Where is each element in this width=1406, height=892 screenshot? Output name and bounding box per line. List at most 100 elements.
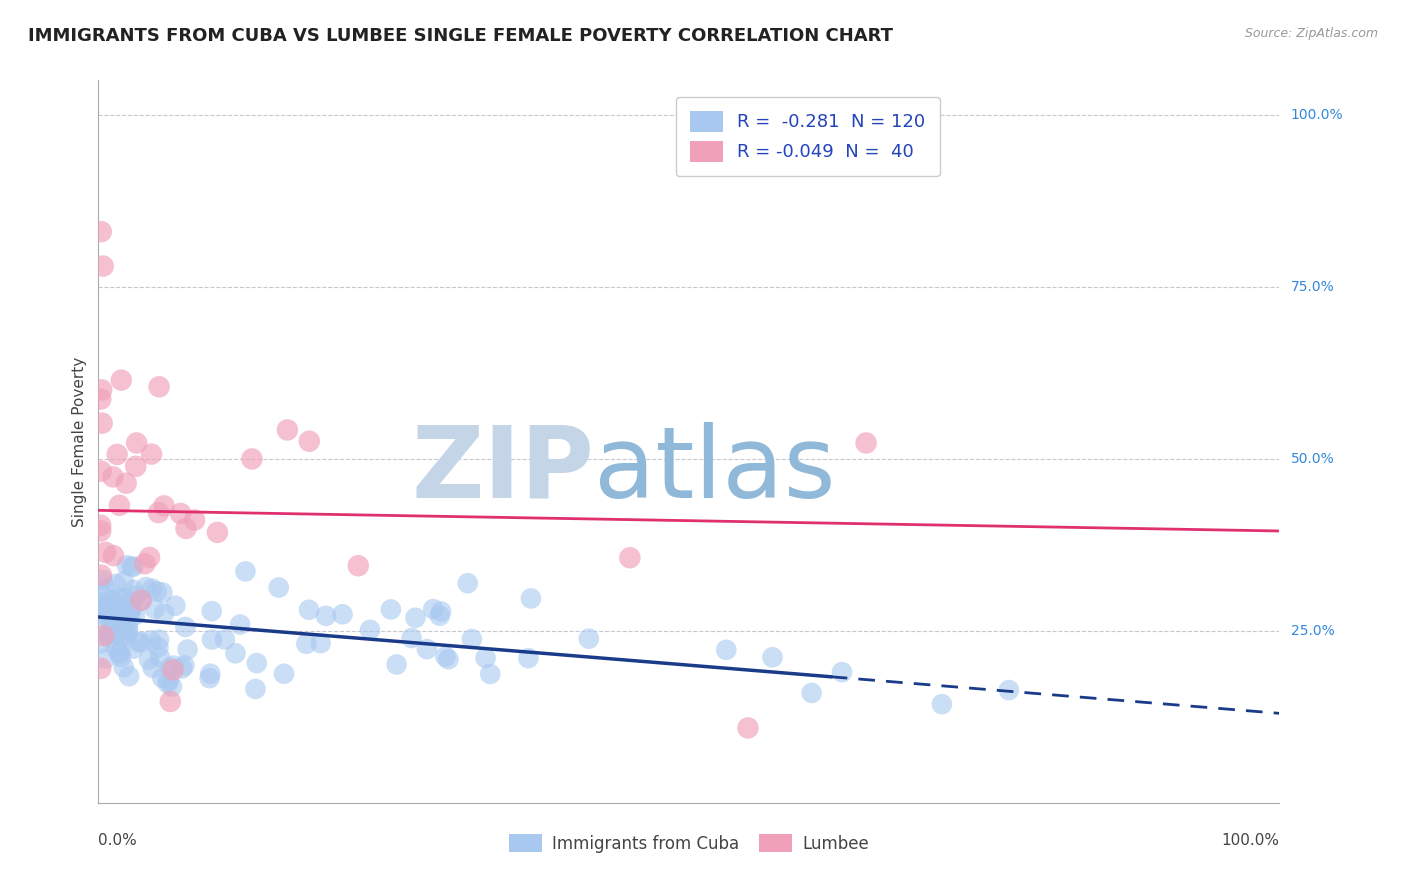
Point <box>207 525 229 540</box>
Point <box>174 521 197 535</box>
Point <box>273 666 295 681</box>
Point <box>437 652 460 666</box>
Point <box>430 604 453 618</box>
Text: 75.0%: 75.0% <box>1291 280 1334 293</box>
Text: IMMIGRANTS FROM CUBA VS LUMBEE SINGLE FEMALE POVERTY CORRELATION CHART: IMMIGRANTS FROM CUBA VS LUMBEE SINGLE FE… <box>28 27 893 45</box>
Point <box>998 683 1021 698</box>
Point <box>120 603 142 617</box>
Point <box>118 669 141 683</box>
Point <box>159 660 181 674</box>
Point <box>110 373 132 387</box>
Point <box>91 573 114 587</box>
Point <box>112 618 135 632</box>
Point <box>517 651 540 665</box>
Point <box>103 620 125 634</box>
Point <box>107 591 129 605</box>
Point <box>461 632 484 646</box>
Point <box>91 598 114 612</box>
Point <box>120 559 142 574</box>
Point <box>831 665 853 680</box>
Point <box>118 595 141 609</box>
Text: 100.0%: 100.0% <box>1222 833 1279 848</box>
Text: 100.0%: 100.0% <box>1291 108 1343 121</box>
Point <box>159 694 181 708</box>
Point <box>401 631 423 645</box>
Point <box>142 661 165 675</box>
Point <box>170 661 193 675</box>
Point <box>169 507 191 521</box>
Point <box>165 599 187 613</box>
Point <box>141 447 163 461</box>
Point <box>359 623 381 637</box>
Point <box>716 643 738 657</box>
Point <box>422 602 444 616</box>
Point <box>240 452 263 467</box>
Point <box>134 557 156 571</box>
Point <box>200 666 222 681</box>
Point <box>98 631 121 645</box>
Point <box>141 582 163 596</box>
Point <box>101 470 124 484</box>
Point <box>104 640 127 655</box>
Point <box>429 608 451 623</box>
Point <box>115 608 138 623</box>
Point <box>434 649 457 664</box>
Point <box>148 506 170 520</box>
Point <box>115 476 138 491</box>
Point <box>104 577 127 591</box>
Point <box>120 606 142 620</box>
Point <box>122 559 145 574</box>
Point <box>153 607 176 621</box>
Point <box>96 601 118 615</box>
Point <box>931 697 953 711</box>
Point <box>90 524 112 538</box>
Point <box>162 663 184 677</box>
Point <box>761 650 783 665</box>
Point <box>105 626 128 640</box>
Point <box>474 651 496 665</box>
Point <box>148 380 170 394</box>
Point <box>183 513 205 527</box>
Point <box>139 633 162 648</box>
Point <box>90 605 112 619</box>
Point <box>110 645 132 659</box>
Point <box>404 611 426 625</box>
Point <box>201 632 224 647</box>
Point <box>100 613 122 627</box>
Point <box>129 593 152 607</box>
Point <box>385 657 408 672</box>
Point <box>619 550 641 565</box>
Point <box>105 447 128 461</box>
Point <box>129 635 152 649</box>
Point <box>90 464 112 478</box>
Text: 50.0%: 50.0% <box>1291 451 1334 466</box>
Point <box>103 610 125 624</box>
Point <box>104 599 127 614</box>
Point <box>235 565 257 579</box>
Point <box>138 653 160 667</box>
Point <box>162 658 184 673</box>
Point <box>855 436 877 450</box>
Point <box>91 416 114 430</box>
Point <box>117 616 139 631</box>
Text: 25.0%: 25.0% <box>1291 624 1334 638</box>
Point <box>152 585 174 599</box>
Point <box>737 721 759 735</box>
Point <box>90 383 112 397</box>
Point <box>176 642 198 657</box>
Point <box>128 635 150 649</box>
Point <box>122 582 145 597</box>
Point <box>267 581 290 595</box>
Point <box>90 392 112 406</box>
Point <box>122 641 145 656</box>
Point <box>90 636 112 650</box>
Point <box>112 574 135 589</box>
Point <box>173 658 195 673</box>
Point <box>115 629 138 643</box>
Point <box>117 607 139 621</box>
Point <box>124 608 146 623</box>
Point <box>153 499 176 513</box>
Point <box>309 636 332 650</box>
Point <box>91 259 114 273</box>
Point <box>479 667 502 681</box>
